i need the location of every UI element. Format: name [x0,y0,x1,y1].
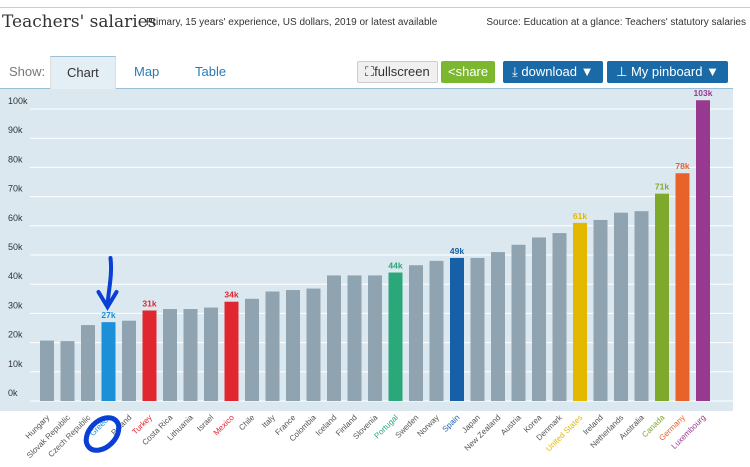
y-tick-label: 10k [8,359,23,369]
bar-denmark[interactable] [552,233,567,401]
bar-colombia[interactable] [306,288,321,401]
bar-germany[interactable] [675,173,690,401]
bar-turkey[interactable] [142,310,157,401]
data-label: 34k [224,290,238,300]
bar-canada[interactable] [655,193,669,401]
bar-united-states[interactable] [573,222,587,401]
bar-poland[interactable] [122,320,136,401]
data-label: 71k [655,182,669,192]
bar-czech-republic[interactable] [81,325,95,401]
pin-icon: ⊥ [616,64,631,79]
bar-slovenia[interactable] [368,275,382,401]
bar-france[interactable] [286,290,300,401]
data-label: 44k [388,261,402,271]
share-button[interactable]: <share [441,61,496,83]
bar-mexico[interactable] [224,301,239,401]
bar-spain[interactable] [450,257,464,401]
bar-italy[interactable] [265,291,280,402]
bar-korea[interactable] [532,237,546,401]
bar-greece[interactable] [101,322,116,401]
bar-austria[interactable] [511,244,526,401]
y-tick-label: 30k [8,300,23,310]
x-tick-label: Italy [260,413,277,430]
toolbar: Show: Chart Map Table ⛶fullscreen <share… [0,56,733,89]
y-tick-label: 50k [8,242,23,252]
data-label: 49k [450,246,464,256]
bar-australia[interactable] [634,211,649,401]
x-tick-label: Chile [237,413,257,433]
bar-netherlands[interactable] [614,212,628,401]
data-label: 27k [101,310,115,320]
bar-new-zealand[interactable] [491,252,505,401]
y-tick-label: 70k [8,184,23,194]
bar-chile[interactable] [245,298,259,401]
fullscreen-button[interactable]: ⛶fullscreen [357,61,438,83]
annotation-circle [83,415,122,453]
top-divider [0,7,750,8]
x-tick-label: Spain [441,413,462,434]
bar-sweden[interactable] [409,265,423,401]
source-note: Source: Education at a glance: Teachers'… [486,17,746,28]
tab-table[interactable]: Table [195,64,227,79]
data-label: 61k [573,211,587,221]
annotation-arrowhead [96,290,119,311]
bar-norway[interactable] [429,260,444,401]
x-tick-label: Mexico [212,413,237,438]
y-tick-label: 90k [8,125,23,135]
y-tick-label: 60k [8,213,23,223]
download-icon: ⤓ [512,64,522,79]
bar-israel[interactable] [204,307,218,401]
tab-map[interactable]: Map [134,64,160,79]
bar-costa-rica[interactable] [163,309,177,401]
page-title: Teachers' salaries [2,12,157,32]
data-label: 31k [142,298,156,308]
annotation-arrow [105,256,114,307]
bar-hungary[interactable] [40,340,54,401]
bar-japan[interactable] [470,257,485,401]
x-tick-label: Austria [499,413,523,437]
y-tick-label: 40k [8,271,23,281]
download-button[interactable]: ⤓ download ▼ [503,61,603,83]
bar-lithuania[interactable] [183,309,198,401]
bar-ireland[interactable] [593,219,608,401]
bar-luxembourg[interactable] [696,100,710,402]
bar-finland[interactable] [347,275,362,401]
x-tick-label: Sweden [394,413,421,440]
x-tick-label: Iceland [314,413,339,438]
y-tick-label: 20k [8,330,23,340]
data-label: 78k [675,161,689,171]
share-icon: < [448,64,456,79]
subtitle: Primary, 15 years' experience, US dollar… [146,17,438,28]
bar-portugal[interactable] [388,272,403,401]
bar-iceland[interactable] [327,275,341,401]
data-label: 103k [694,88,713,98]
fullscreen-icon: ⛶ [365,64,375,79]
show-label: Show: [9,64,46,79]
tab-chart[interactable]: Chart [50,56,116,89]
x-tick-label: Norway [415,413,441,439]
bar-slovak-republic[interactable] [60,341,75,401]
y-tick-label: 80k [8,154,23,164]
y-tick-label: 100k [8,96,28,106]
y-tick-label: 0k [8,388,18,398]
pinboard-button[interactable]: ⊥ My pinboard ▼ [607,61,728,83]
